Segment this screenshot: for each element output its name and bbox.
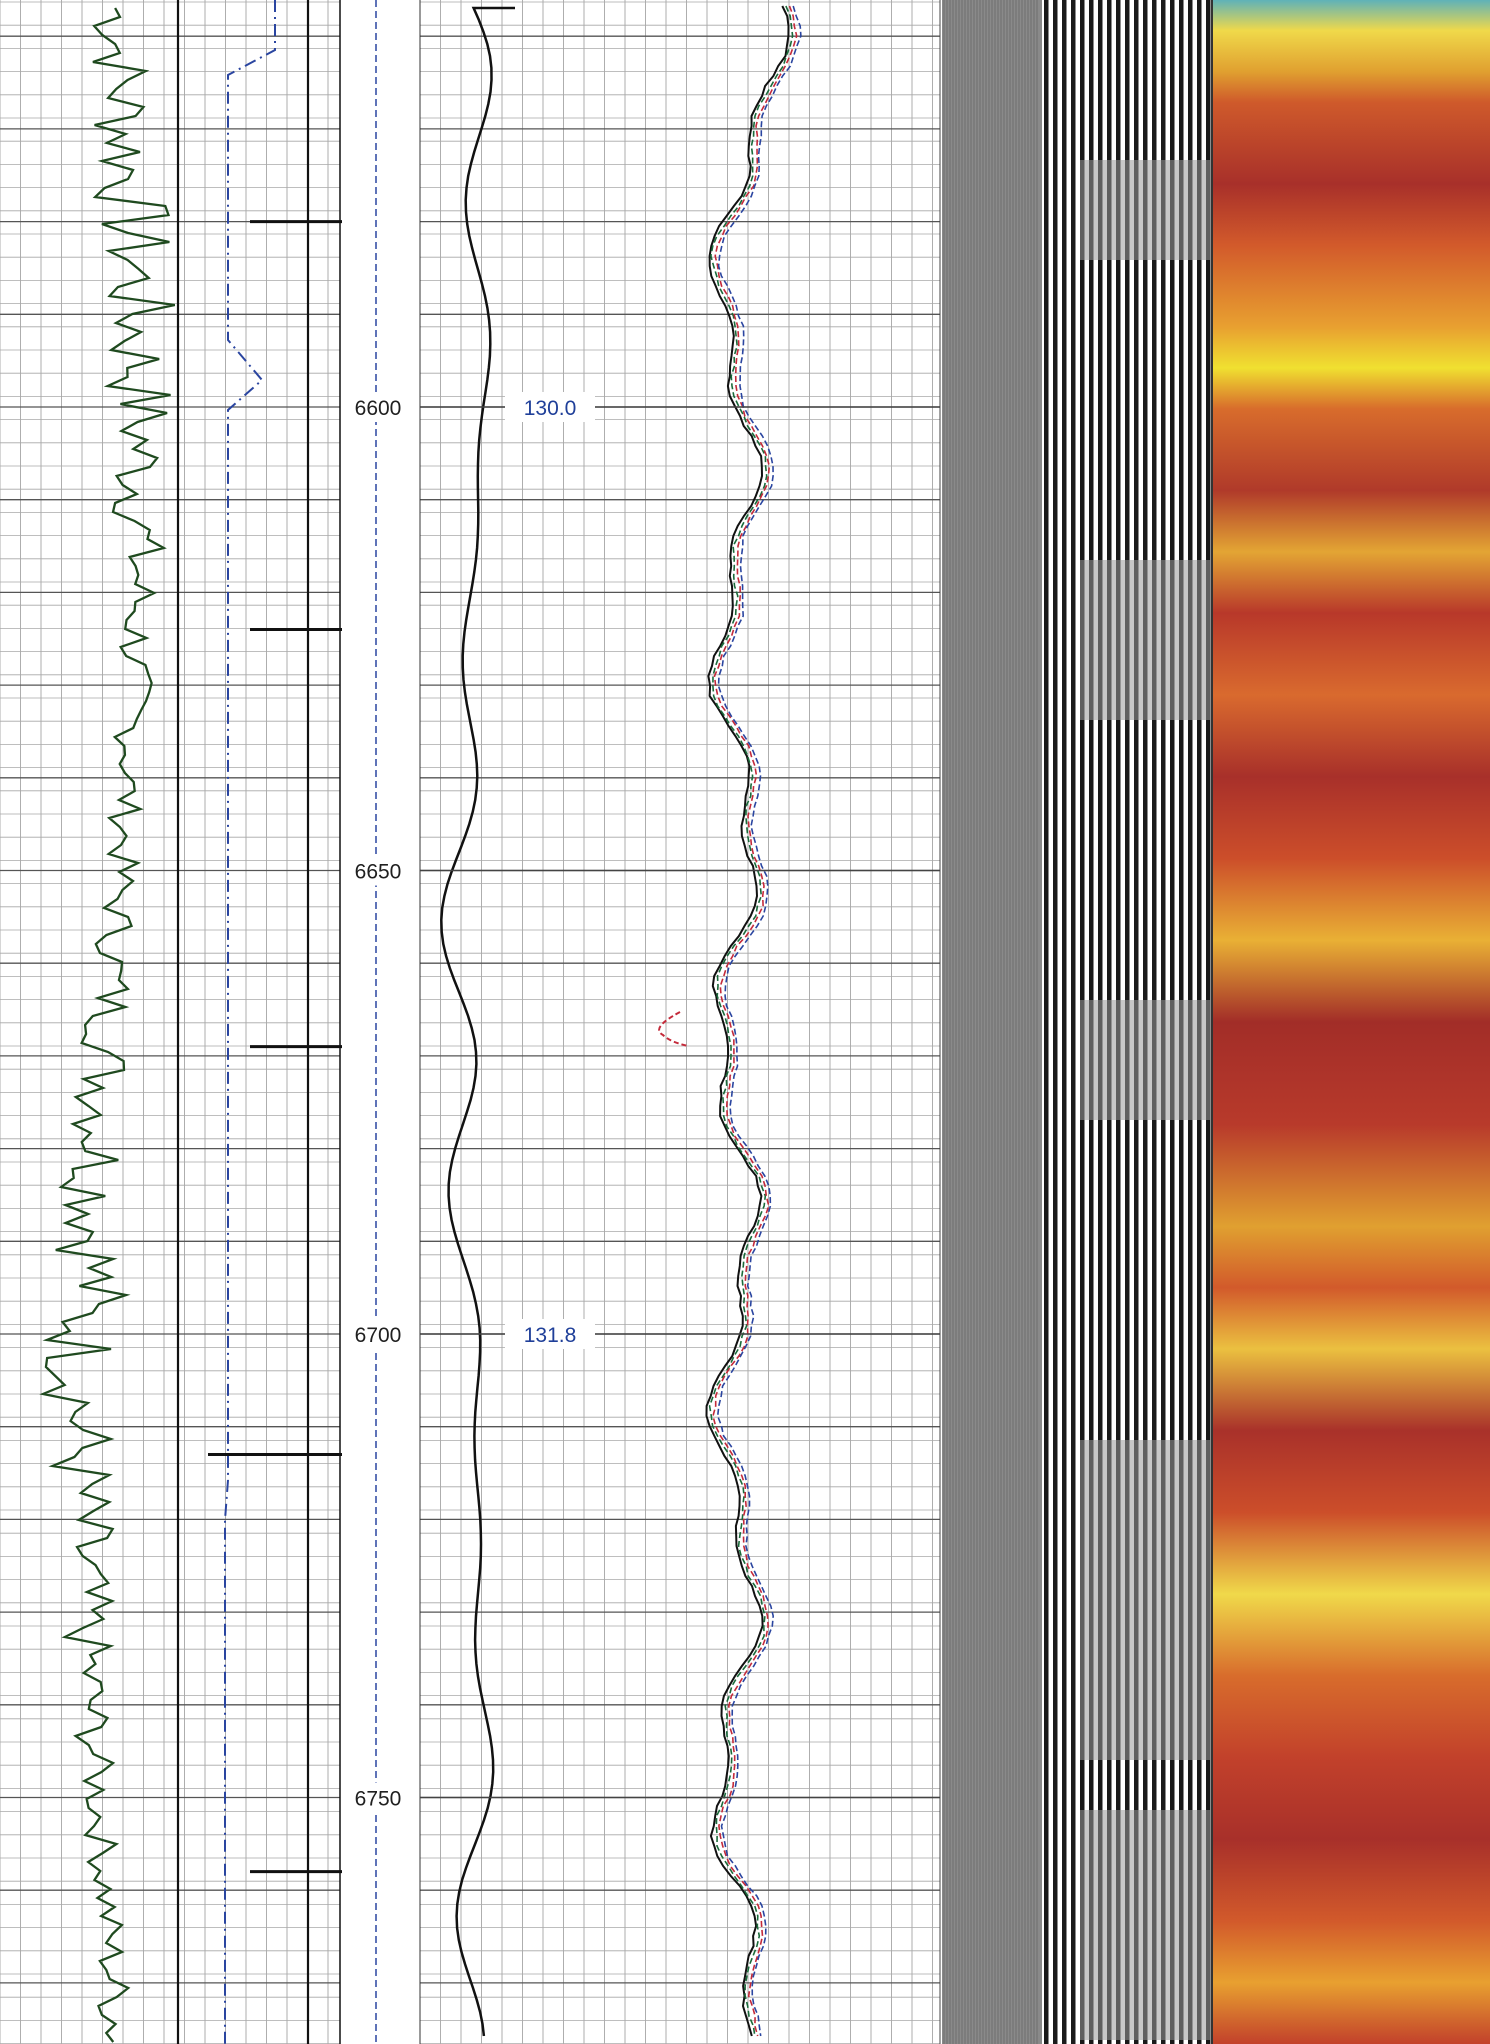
depth-label-bg [346,1319,410,1349]
vdl-image [942,0,1212,2044]
blue-dashdot-curve [224,0,276,2044]
depth-label: 6600 [355,397,402,420]
depth-label: 6700 [355,1324,402,1347]
red-dashed-excursion [658,1011,689,1047]
depth-label-bg [346,392,410,422]
track-boundaries [176,0,941,2044]
temp-label-bg [505,1319,595,1349]
track3-curve [705,5,790,2037]
gr-curve [39,7,176,2043]
vdl-stripe [1071,0,1076,2044]
vdl-noise-zone [1080,1440,1210,1760]
vdl-stripe [1062,0,1067,2044]
depth-label: 6650 [355,861,402,884]
vdl-noise-zone [1080,160,1210,260]
track3-curve [708,5,794,2037]
grid-lines [0,0,940,2044]
track2-black-curve [440,6,515,2037]
depth-label-bg [346,1782,410,1813]
vdl-noise-zone [1080,1810,1210,2040]
heat-map [1212,0,1490,2044]
track3-curve [716,5,802,2037]
track3-curve [712,5,798,2037]
temp-label-bg [505,392,595,422]
temp-annotation: 130.0 [524,397,577,420]
log-curves [39,0,802,2044]
depth-track-bg [340,0,420,2044]
temp-annotation: 131.8 [524,1324,577,1347]
vdl-stripe [1044,0,1049,2044]
collar-marks [208,220,342,1874]
depth-labels: 6600 6650 6700 6750 130.0 131.8 [346,392,940,1813]
vdl-noise-zone [1080,1000,1210,1120]
depth-label: 6750 [355,1788,402,1811]
amplitude-image [1211,0,1490,2044]
vdl-stripe [1053,0,1058,2044]
depth-label-bg [346,855,410,886]
vdl-noise-zone [1080,560,1210,720]
